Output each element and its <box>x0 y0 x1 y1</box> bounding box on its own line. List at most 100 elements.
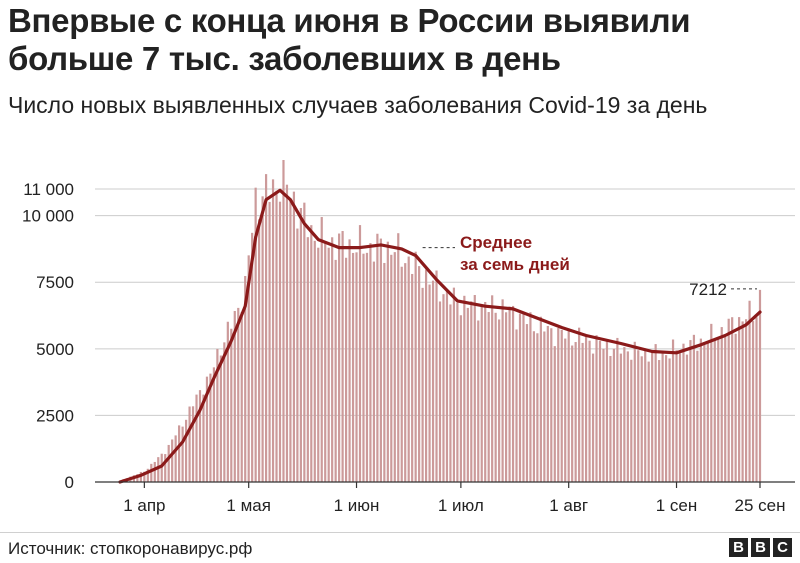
daily-bar <box>397 233 400 482</box>
daily-bar <box>341 231 344 482</box>
daily-bar <box>699 338 702 482</box>
daily-bar <box>146 468 149 482</box>
daily-bar <box>320 217 323 482</box>
daily-bar <box>525 324 529 482</box>
daily-bar <box>626 351 629 482</box>
daily-bar <box>351 252 355 482</box>
daily-bar <box>616 337 619 482</box>
daily-bar <box>623 347 626 482</box>
daily-bar <box>456 302 459 482</box>
y-tick-label: 5000 <box>36 340 74 359</box>
daily-bar <box>445 290 449 482</box>
daily-bar <box>644 348 647 482</box>
daily-bar <box>278 201 282 482</box>
daily-bar <box>411 273 414 482</box>
daily-bar <box>449 304 452 482</box>
daily-bar <box>741 321 744 482</box>
daily-bar <box>717 338 720 482</box>
daily-bar <box>153 461 156 482</box>
daily-bar <box>303 202 306 482</box>
daily-bar <box>581 342 584 482</box>
daily-bar <box>605 340 609 482</box>
daily-bar <box>658 360 661 482</box>
daily-bar <box>285 184 289 482</box>
daily-bar <box>518 313 522 482</box>
daily-bar <box>574 342 577 482</box>
daily-bar <box>362 253 365 482</box>
daily-bar <box>247 255 250 482</box>
x-tick-label: 1 мая <box>226 496 271 515</box>
daily-bar <box>692 334 696 482</box>
daily-bar <box>258 219 261 482</box>
daily-bar <box>240 312 243 482</box>
bbc-logo-letter-b1: B <box>729 538 748 557</box>
daily-bar <box>424 269 428 482</box>
daily-bar <box>174 435 177 482</box>
daily-bar <box>682 343 685 482</box>
daily-bar <box>720 327 723 482</box>
daily-bar <box>758 289 762 482</box>
daily-bar <box>706 342 709 482</box>
daily-bar <box>619 353 622 482</box>
daily-bar <box>379 238 382 482</box>
daily-bar <box>731 317 734 482</box>
daily-bar <box>299 208 302 482</box>
daily-bar <box>452 287 456 482</box>
daily-bar <box>223 342 226 482</box>
daily-bar <box>348 239 351 482</box>
daily-bar <box>584 337 588 482</box>
daily-bar <box>671 339 675 482</box>
daily-bar <box>150 463 153 482</box>
daily-bar <box>591 353 595 482</box>
daily-bar <box>184 419 188 482</box>
daily-bar <box>292 191 296 482</box>
daily-bar <box>195 394 198 482</box>
y-tick-label: 0 <box>65 473 74 492</box>
bbc-logo: B B C <box>729 538 792 557</box>
daily-bar <box>157 457 160 482</box>
daily-bar <box>386 241 389 482</box>
daily-bar <box>324 242 327 482</box>
daily-bar <box>431 280 435 482</box>
y-tick-label: 10 000 <box>22 207 74 226</box>
daily-bar <box>703 342 706 482</box>
daily-bar <box>668 358 671 482</box>
daily-bar <box>209 373 212 482</box>
daily-bar <box>372 261 376 482</box>
daily-bar <box>205 376 209 482</box>
daily-bar <box>296 228 299 482</box>
daily-bar <box>282 160 285 483</box>
daily-bar <box>664 355 668 482</box>
daily-bar <box>755 317 758 482</box>
daily-bar <box>188 406 191 482</box>
seven-day-average-layer <box>118 188 762 484</box>
daily-bar <box>647 361 650 482</box>
daily-bar <box>550 328 553 482</box>
daily-bar <box>418 266 421 482</box>
daily-bar <box>738 317 741 482</box>
daily-bar <box>369 243 372 482</box>
daily-bar <box>438 301 442 482</box>
daily-bar <box>539 316 542 482</box>
x-tick-label: 1 авг <box>549 496 588 515</box>
x-tick-label: 1 сен <box>656 496 698 515</box>
daily-bar <box>327 247 330 482</box>
daily-bar <box>484 302 487 482</box>
daily-bar <box>630 359 633 482</box>
daily-bar <box>313 240 316 482</box>
y-tick-label: 7500 <box>36 273 74 292</box>
daily-bar <box>609 355 612 482</box>
daily-bar <box>383 262 386 482</box>
daily-bar <box>216 348 219 482</box>
daily-bar <box>171 439 174 482</box>
average-label-line1: Среднее <box>460 233 532 252</box>
daily-bar <box>675 350 678 482</box>
daily-bar <box>654 344 657 482</box>
daily-bar <box>178 425 181 482</box>
daily-bar <box>212 367 216 482</box>
y-tick-label: 11 000 <box>23 180 74 199</box>
daily-bar <box>727 318 730 482</box>
daily-bar <box>640 356 643 482</box>
daily-bar <box>237 307 240 482</box>
daily-bar <box>310 225 313 482</box>
